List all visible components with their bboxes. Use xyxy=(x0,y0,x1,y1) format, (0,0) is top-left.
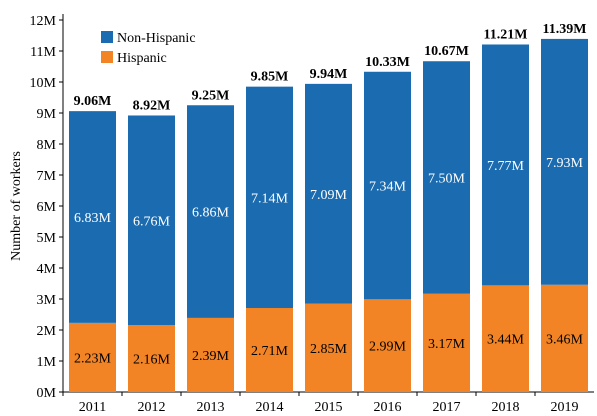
y-tick-label: 9M xyxy=(37,107,57,122)
bar-hispanic xyxy=(69,322,116,392)
data-label-hispanic: 2.85M xyxy=(310,342,348,357)
data-label-total: 8.92M xyxy=(133,98,171,113)
data-label-hispanic: 2.99M xyxy=(369,340,407,355)
data-label-total: 9.85M xyxy=(251,70,289,85)
x-tick-label: 2018 xyxy=(492,400,520,415)
data-label-non-hispanic: 6.83M xyxy=(74,211,112,226)
data-label-hispanic: 3.44M xyxy=(487,333,525,348)
bar-hispanic xyxy=(541,284,588,392)
data-label-non-hispanic: 7.34M xyxy=(369,180,407,195)
bar-hispanic xyxy=(305,303,352,392)
data-label-total: 9.06M xyxy=(74,94,112,109)
data-label-hispanic: 2.16M xyxy=(133,353,171,368)
y-axis-title: Number of workers xyxy=(9,151,24,261)
bar-non-hispanic xyxy=(246,86,293,308)
data-label-non-hispanic: 6.76M xyxy=(133,214,171,229)
data-label-total: 11.39M xyxy=(543,22,587,37)
data-label-total: 11.21M xyxy=(484,27,528,42)
y-tick-label: 10M xyxy=(30,76,57,91)
data-label-non-hispanic: 7.14M xyxy=(251,191,289,206)
bar-hispanic xyxy=(423,293,470,392)
bar-non-hispanic xyxy=(541,38,588,285)
bars-layer xyxy=(69,38,588,392)
y-tick-label: 3M xyxy=(37,293,57,308)
data-label-hispanic: 2.23M xyxy=(74,351,112,366)
data-label-non-hispanic: 7.77M xyxy=(487,159,525,174)
y-tick-label: 0M xyxy=(37,386,57,401)
x-tick-label: 2017 xyxy=(433,400,461,415)
data-label-hispanic: 3.17M xyxy=(428,337,466,352)
y-tick-label: 12M xyxy=(30,14,57,29)
x-tick-label: 2019 xyxy=(551,400,579,415)
data-label-non-hispanic: 6.86M xyxy=(192,206,230,221)
legend-swatch-non-hispanic xyxy=(101,31,113,43)
bar-non-hispanic xyxy=(364,71,411,300)
legend: Non-Hispanic Hispanic xyxy=(101,31,196,66)
bar-non-hispanic xyxy=(305,83,352,304)
x-tick-label: 2011 xyxy=(79,400,106,415)
legend-label-non-hispanic: Non-Hispanic xyxy=(117,31,196,46)
y-tick-label: 11M xyxy=(30,45,56,60)
x-tick-label: 2012 xyxy=(138,400,166,415)
labels-layer: 2.23M 6.83M 9.06M 2.16M 6.76M 8.92M 2.39M 6.86M… xyxy=(74,22,587,368)
x-tick-label: 2013 xyxy=(197,400,225,415)
y-tick-label: 6M xyxy=(37,200,57,215)
bar-hispanic xyxy=(187,317,234,392)
y-tick-label: 2M xyxy=(37,324,57,339)
data-label-non-hispanic: 7.93M xyxy=(546,156,584,171)
legend-swatch-hispanic xyxy=(101,51,113,63)
y-tick-label: 7M xyxy=(37,169,57,184)
y-tick-label: 5M xyxy=(37,231,57,246)
data-label-total: 9.94M xyxy=(310,67,348,82)
x-tick-label: 2014 xyxy=(256,400,284,415)
bar-hispanic xyxy=(482,285,529,392)
y-tick-label: 1M xyxy=(37,355,57,370)
data-label-hispanic: 2.71M xyxy=(251,344,289,359)
bar-hispanic xyxy=(246,307,293,392)
bar-non-hispanic xyxy=(187,105,234,318)
data-label-hispanic: 2.39M xyxy=(192,349,230,364)
bar-hispanic xyxy=(128,325,175,392)
data-label-total: 10.33M xyxy=(365,55,410,70)
bar-non-hispanic xyxy=(128,115,175,326)
y-tick-label: 8M xyxy=(37,138,57,153)
y-tick-label: 4M xyxy=(37,262,57,277)
bar-non-hispanic xyxy=(423,61,470,294)
data-label-non-hispanic: 7.50M xyxy=(428,171,466,186)
data-label-non-hispanic: 7.09M xyxy=(310,188,348,203)
axes-layer: 0M 1M 2M 3M 4M 5M 6M 7M 8M 9M 10M 11M 12M Number of w… xyxy=(9,14,594,415)
bar-hispanic xyxy=(364,299,411,392)
data-label-total: 9.25M xyxy=(192,88,230,103)
bar-non-hispanic xyxy=(482,44,529,286)
bar-non-hispanic xyxy=(69,111,116,323)
legend-label-hispanic: Hispanic xyxy=(117,51,167,66)
data-label-total: 10.67M xyxy=(424,44,469,59)
x-tick-label: 2016 xyxy=(374,400,402,415)
x-tick-label: 2015 xyxy=(315,400,343,415)
data-label-hispanic: 3.46M xyxy=(546,332,584,347)
